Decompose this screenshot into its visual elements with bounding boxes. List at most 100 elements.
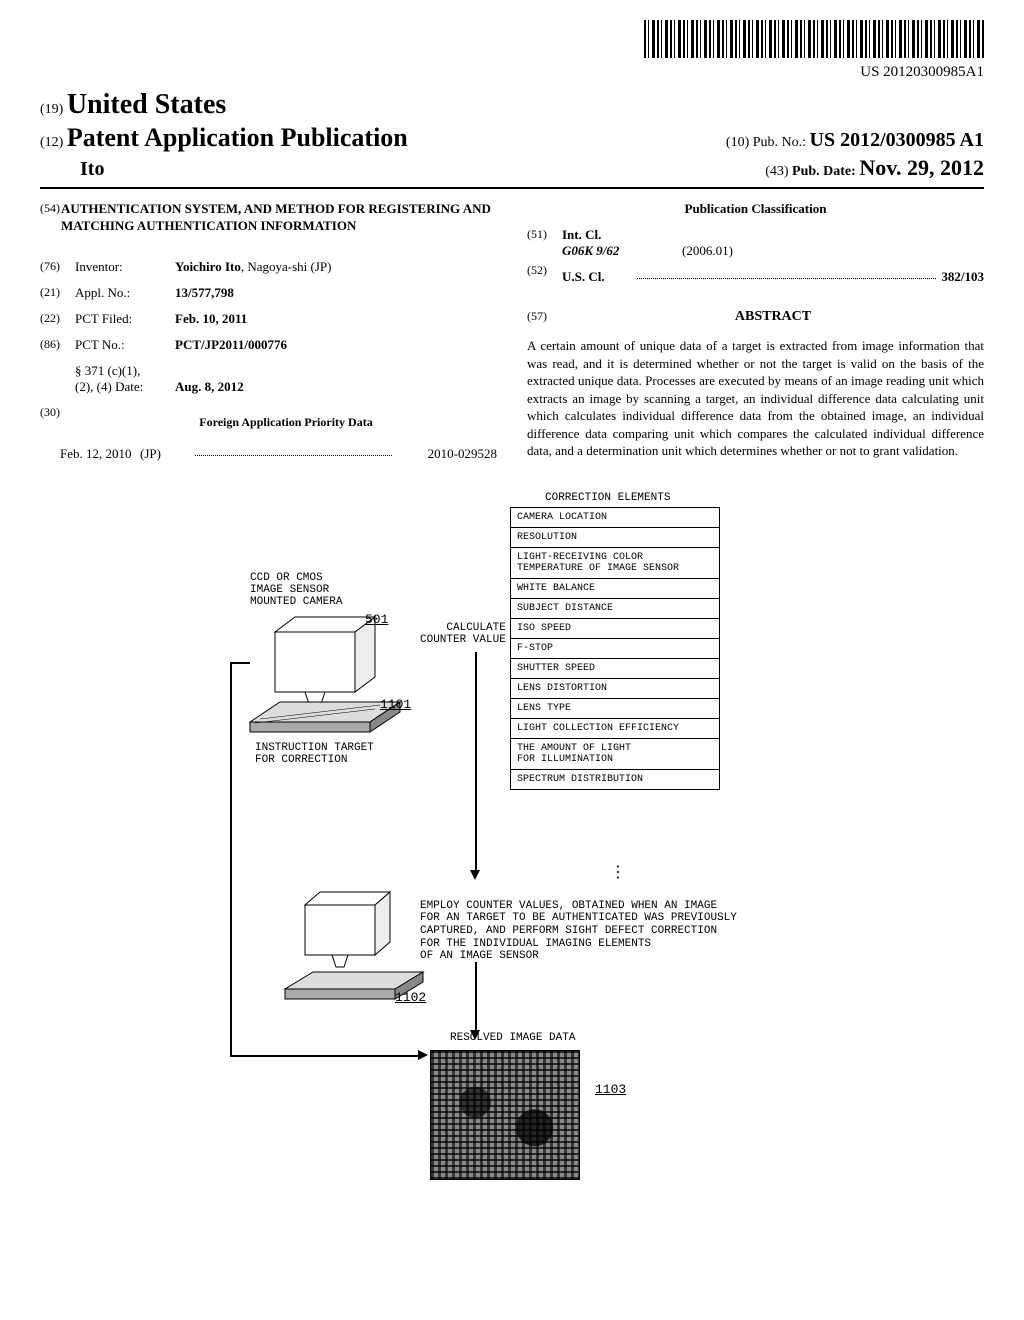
- code-43: (43): [765, 164, 788, 179]
- instruction-label: INSTRUCTION TARGET FOR CORRECTION: [255, 742, 374, 766]
- correction-item: LENS DISTORTION: [511, 678, 719, 698]
- ref-1102: 1102: [395, 990, 426, 1005]
- correction-item: WHITE BALANCE: [511, 578, 719, 598]
- header-line2-left: (12) Patent Application Publication: [40, 123, 408, 153]
- pctfiled-row: (22) PCT Filed: Feb. 10, 2011: [40, 311, 497, 327]
- dots-icon: ⋮: [610, 862, 626, 882]
- barcode-area: US 20120300985A1: [40, 20, 984, 81]
- abstract-header: ABSTRACT: [562, 309, 984, 325]
- pub-type: Patent Application Publication: [67, 123, 408, 152]
- pubno-label: Pub. No.:: [753, 135, 806, 150]
- ref-1101: 1101: [380, 697, 411, 712]
- resolved-image: [430, 1050, 580, 1180]
- connector-vertical: [230, 662, 232, 1057]
- code-12: (12): [40, 135, 63, 150]
- sect371-label: § 371 (c)(1), (2), (4) Date:: [75, 363, 175, 395]
- code-76: (76): [40, 259, 75, 275]
- intcl-block: Int. Cl. G06K 9/62 (2006.01): [562, 227, 984, 261]
- header-rule: [40, 187, 984, 189]
- pubdate-value: Nov. 29, 2012: [859, 155, 984, 180]
- correction-item: LENS TYPE: [511, 698, 719, 718]
- left-column: (54) AUTHENTICATION SYSTEM, AND METHOD F…: [40, 201, 497, 462]
- connector-bottom-h: [230, 1055, 420, 1057]
- priority-dots: [195, 446, 392, 456]
- inventor-label: Inventor:: [75, 259, 175, 275]
- header-line2-right: (10) Pub. No.: US 2012/0300985 A1: [726, 129, 984, 152]
- arrow-head-1: [470, 870, 480, 880]
- applno-label: Appl. No.:: [75, 285, 175, 301]
- resolved-label: RESOLVED IMAGE DATA: [450, 1032, 575, 1044]
- barcode: [644, 20, 984, 58]
- pubno-value: US 2012/0300985 A1: [810, 129, 984, 151]
- uscl-dots: [637, 269, 936, 279]
- correction-header: CORRECTION ELEMENTS: [545, 492, 670, 504]
- uscl-row: (52) U.S. Cl. 382/103: [527, 263, 984, 299]
- correction-item: LIGHT-RECEIVING COLOR TEMPERATURE OF IMA…: [511, 547, 719, 578]
- correction-item: THE AMOUNT OF LIGHT FOR ILLUMINATION: [511, 738, 719, 769]
- code-21: (21): [40, 285, 75, 301]
- code-10: (10): [726, 135, 749, 150]
- right-column: Publication Classification (51) Int. Cl.…: [527, 201, 984, 462]
- correction-item: SPECTRUM DISTRIBUTION: [511, 769, 719, 789]
- patent-page: US 20120300985A1 (19) United States (12)…: [0, 0, 1024, 1272]
- header-line2: (12) Patent Application Publication (10)…: [40, 123, 984, 153]
- correction-item: CAMERA LOCATION: [511, 508, 719, 527]
- correction-item: ISO SPEED: [511, 618, 719, 638]
- correction-item: LIGHT COLLECTION EFFICIENCY: [511, 718, 719, 738]
- priority-number: 2010-029528: [397, 446, 497, 462]
- correction-item: SUBJECT DISTANCE: [511, 598, 719, 618]
- pctno-row: (86) PCT No.: PCT/JP2011/000776: [40, 337, 497, 353]
- pctno-value: PCT/JP2011/000776: [175, 337, 497, 353]
- figure-area: CCD OR CMOS IMAGE SENSOR MOUNTED CAMERA …: [40, 492, 984, 1252]
- applno-value: 13/577,798: [175, 285, 497, 301]
- correction-item: SHUTTER SPEED: [511, 658, 719, 678]
- applno-row: (21) Appl. No.: 13/577,798: [40, 285, 497, 301]
- arrow-down-1: [475, 652, 477, 872]
- intcl-value: G06K 9/62: [562, 243, 682, 259]
- code-22: (22): [40, 311, 75, 327]
- biblio-columns: (54) AUTHENTICATION SYSTEM, AND METHOD F…: [40, 201, 984, 462]
- header-section: (19) United States (12) Patent Applicati…: [40, 89, 984, 181]
- sect371-row: § 371 (c)(1), (2), (4) Date: Aug. 8, 201…: [40, 363, 497, 395]
- uscl-label: U.S. Cl.: [562, 269, 632, 285]
- priority-date: Feb. 12, 2010: [40, 446, 140, 462]
- header-line3: Ito (43) Pub. Date: Nov. 29, 2012: [40, 155, 984, 181]
- correction-table: CAMERA LOCATIONRESOLUTIONLIGHT-RECEIVING…: [510, 507, 720, 790]
- code-54: (54): [40, 201, 61, 249]
- ref-501: 501: [365, 612, 388, 627]
- foreign-priority-header-row: (30) Foreign Application Priority Data: [40, 405, 497, 436]
- header-line3-right: (43) Pub. Date: Nov. 29, 2012: [765, 155, 984, 181]
- code-86: (86): [40, 337, 75, 353]
- pctno-label: PCT No.:: [75, 337, 175, 353]
- pctfiled-value: Feb. 10, 2011: [175, 311, 497, 327]
- correction-item: F-STOP: [511, 638, 719, 658]
- classification-header: Publication Classification: [527, 201, 984, 217]
- intcl-label: Int. Cl.: [562, 227, 984, 243]
- connector-top-h: [230, 662, 250, 664]
- calculate-label: CALCULATE COUNTER VALUE: [420, 622, 506, 646]
- ref-1103: 1103: [595, 1082, 626, 1097]
- inventor-row: (76) Inventor: Yoichiro Ito, Nagoya-shi …: [40, 259, 497, 275]
- title-row: (54) AUTHENTICATION SYSTEM, AND METHOD F…: [40, 201, 497, 249]
- step2-text: EMPLOY COUNTER VALUES, OBTAINED WHEN AN …: [420, 900, 737, 963]
- code-51: (51): [527, 227, 562, 261]
- top-doc-number: US 20120300985A1: [40, 64, 984, 81]
- abstract-header-row: (57) ABSTRACT: [527, 309, 984, 333]
- code-52: (52): [527, 263, 562, 299]
- camera-3d-icon-2: [290, 887, 410, 972]
- intcl-value-row: G06K 9/62 (2006.01): [562, 243, 984, 259]
- pubdate-label: Pub. Date:: [792, 164, 856, 179]
- arrow-head-right-1: [418, 1050, 428, 1060]
- pctfiled-label: PCT Filed:: [75, 311, 175, 327]
- sect371-value: Aug. 8, 2012: [175, 379, 497, 395]
- abstract-text: A certain amount of unique data of a tar…: [527, 337, 984, 460]
- arrow-down-2: [475, 962, 477, 1032]
- uscl-value: 382/103: [941, 269, 984, 285]
- priority-country: (JP): [140, 446, 190, 462]
- sect371-code-blank: [40, 363, 75, 395]
- priority-row: Feb. 12, 2010 (JP) 2010-029528: [40, 446, 497, 462]
- camera-label: CCD OR CMOS IMAGE SENSOR MOUNTED CAMERA: [250, 572, 342, 608]
- code-30: (30): [40, 405, 75, 436]
- country: United States: [67, 89, 226, 120]
- invention-title: AUTHENTICATION SYSTEM, AND METHOD FOR RE…: [61, 201, 497, 235]
